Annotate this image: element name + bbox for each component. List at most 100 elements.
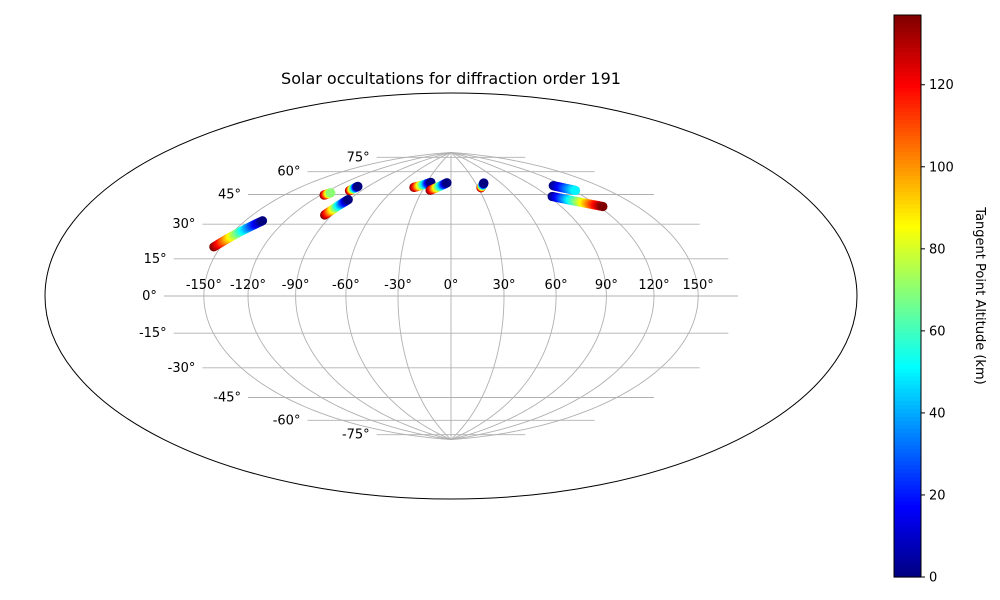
colorbar-segment [894, 508, 921, 514]
colorbar-segment [894, 432, 921, 438]
colorbar-segment [894, 83, 921, 88]
colorbar-segment [894, 79, 921, 84]
colorbar-segment [894, 384, 921, 389]
occultation-track [476, 178, 489, 193]
longitude-tick-label: -120° [230, 278, 266, 293]
colorbar-segment [894, 47, 921, 52]
occultation-track [209, 216, 268, 252]
colorbar-segment [894, 191, 921, 197]
colorbar-segment [894, 496, 921, 502]
colorbar-segment [894, 55, 921, 60]
colorbar-segment [894, 275, 921, 281]
colorbar-segment [894, 227, 921, 233]
colorbar-segment [894, 372, 921, 377]
colorbar-segment [894, 460, 921, 466]
colorbar-segment [894, 31, 921, 36]
colorbar-segment [894, 396, 921, 401]
longitude-tick-label: -90° [282, 278, 310, 293]
colorbar-segment [894, 255, 921, 261]
colorbar-segment [894, 440, 921, 446]
colorbar-segment [894, 408, 921, 414]
occultation-track [344, 181, 363, 196]
colorbar-segment [894, 412, 921, 418]
longitude-tick-label: 60° [545, 278, 568, 293]
occultation-track [319, 188, 336, 200]
colorbar-tick-label: 60 [929, 324, 946, 339]
colorbar-segment [894, 452, 921, 458]
colorbar-segment [894, 564, 921, 570]
colorbar-segment [894, 376, 921, 381]
colorbar-segment [894, 259, 921, 265]
colorbar-segment [894, 179, 921, 185]
latitude-tick-label: 15° [144, 252, 167, 267]
colorbar-frame [893, 14, 922, 578]
data-point [479, 178, 489, 188]
colorbar-segment [894, 155, 921, 161]
data-point [353, 181, 363, 191]
colorbar-segment [894, 87, 921, 92]
colorbar-segment [894, 320, 921, 325]
latitude-tick-label: 0° [142, 289, 157, 304]
colorbar-segment [894, 568, 921, 574]
colorbar-tick-label: 80 [929, 242, 946, 257]
colorbar-segment [894, 215, 921, 221]
colorbar-tick-label: 120 [929, 78, 954, 93]
colorbar-segment [894, 472, 921, 478]
colorbar-segment [894, 251, 921, 257]
colorbar-segment [894, 380, 921, 385]
colorbar-segment [894, 316, 921, 321]
chart-title: Solar occultations for diffraction order… [281, 69, 621, 88]
colorbar-segment [894, 263, 921, 269]
colorbar-segment [894, 175, 921, 181]
colorbar-segment [894, 111, 921, 116]
colorbar-tick-label: 100 [929, 160, 954, 175]
colorbar-label: Tangent Point Altitude (km) [972, 206, 987, 384]
data-point [326, 188, 336, 198]
colorbar-segment [894, 540, 921, 546]
colorbar-segment [894, 328, 921, 333]
data-point [257, 216, 268, 226]
colorbar-segment [894, 392, 921, 397]
colorbar-segment [894, 107, 921, 112]
colorbar-segment [894, 15, 921, 20]
colorbar-segment [894, 364, 921, 369]
colorbar-segment [894, 476, 921, 482]
colorbar-segment [894, 544, 921, 550]
colorbar-segment [894, 235, 921, 241]
colorbar-segment [894, 560, 921, 566]
colorbar-segment [894, 59, 921, 64]
colorbar-segment [894, 488, 921, 494]
occultation-track [548, 181, 581, 196]
colorbar-segment [894, 159, 921, 165]
longitude-tick-label: -60° [332, 278, 360, 293]
colorbar-segment [894, 520, 921, 526]
colorbar-segment [894, 572, 921, 578]
colorbar-segment [894, 75, 921, 80]
longitude-tick-label: 120° [638, 278, 669, 293]
colorbar-segment [894, 95, 921, 100]
colorbar-tick-label: 20 [929, 488, 946, 503]
colorbar-segment [894, 420, 921, 426]
colorbar-segment [894, 231, 921, 237]
latitude-tick-label: -15° [139, 326, 167, 341]
latitude-tick-label: 75° [347, 150, 370, 165]
colorbar-segment [894, 324, 921, 329]
latitude-tick-label: -60° [273, 413, 301, 428]
colorbar-segment [894, 448, 921, 454]
colorbar-segment [894, 119, 921, 124]
colorbar-segment [894, 163, 921, 169]
colorbar-segment [894, 187, 921, 193]
colorbar-segment [894, 19, 921, 24]
colorbar-segment [894, 308, 921, 313]
colorbar-segment [894, 35, 921, 40]
colorbar-segment [894, 167, 921, 173]
latitude-tick-label: -30° [168, 361, 196, 376]
colorbar-segment [894, 548, 921, 554]
occultation-track [425, 178, 452, 195]
colorbar-segment [894, 352, 921, 357]
colorbar-segment [894, 344, 921, 349]
colorbar-segment [894, 27, 921, 32]
longitude-tick-label: 30° [492, 278, 515, 293]
colorbar-segment [894, 267, 921, 273]
